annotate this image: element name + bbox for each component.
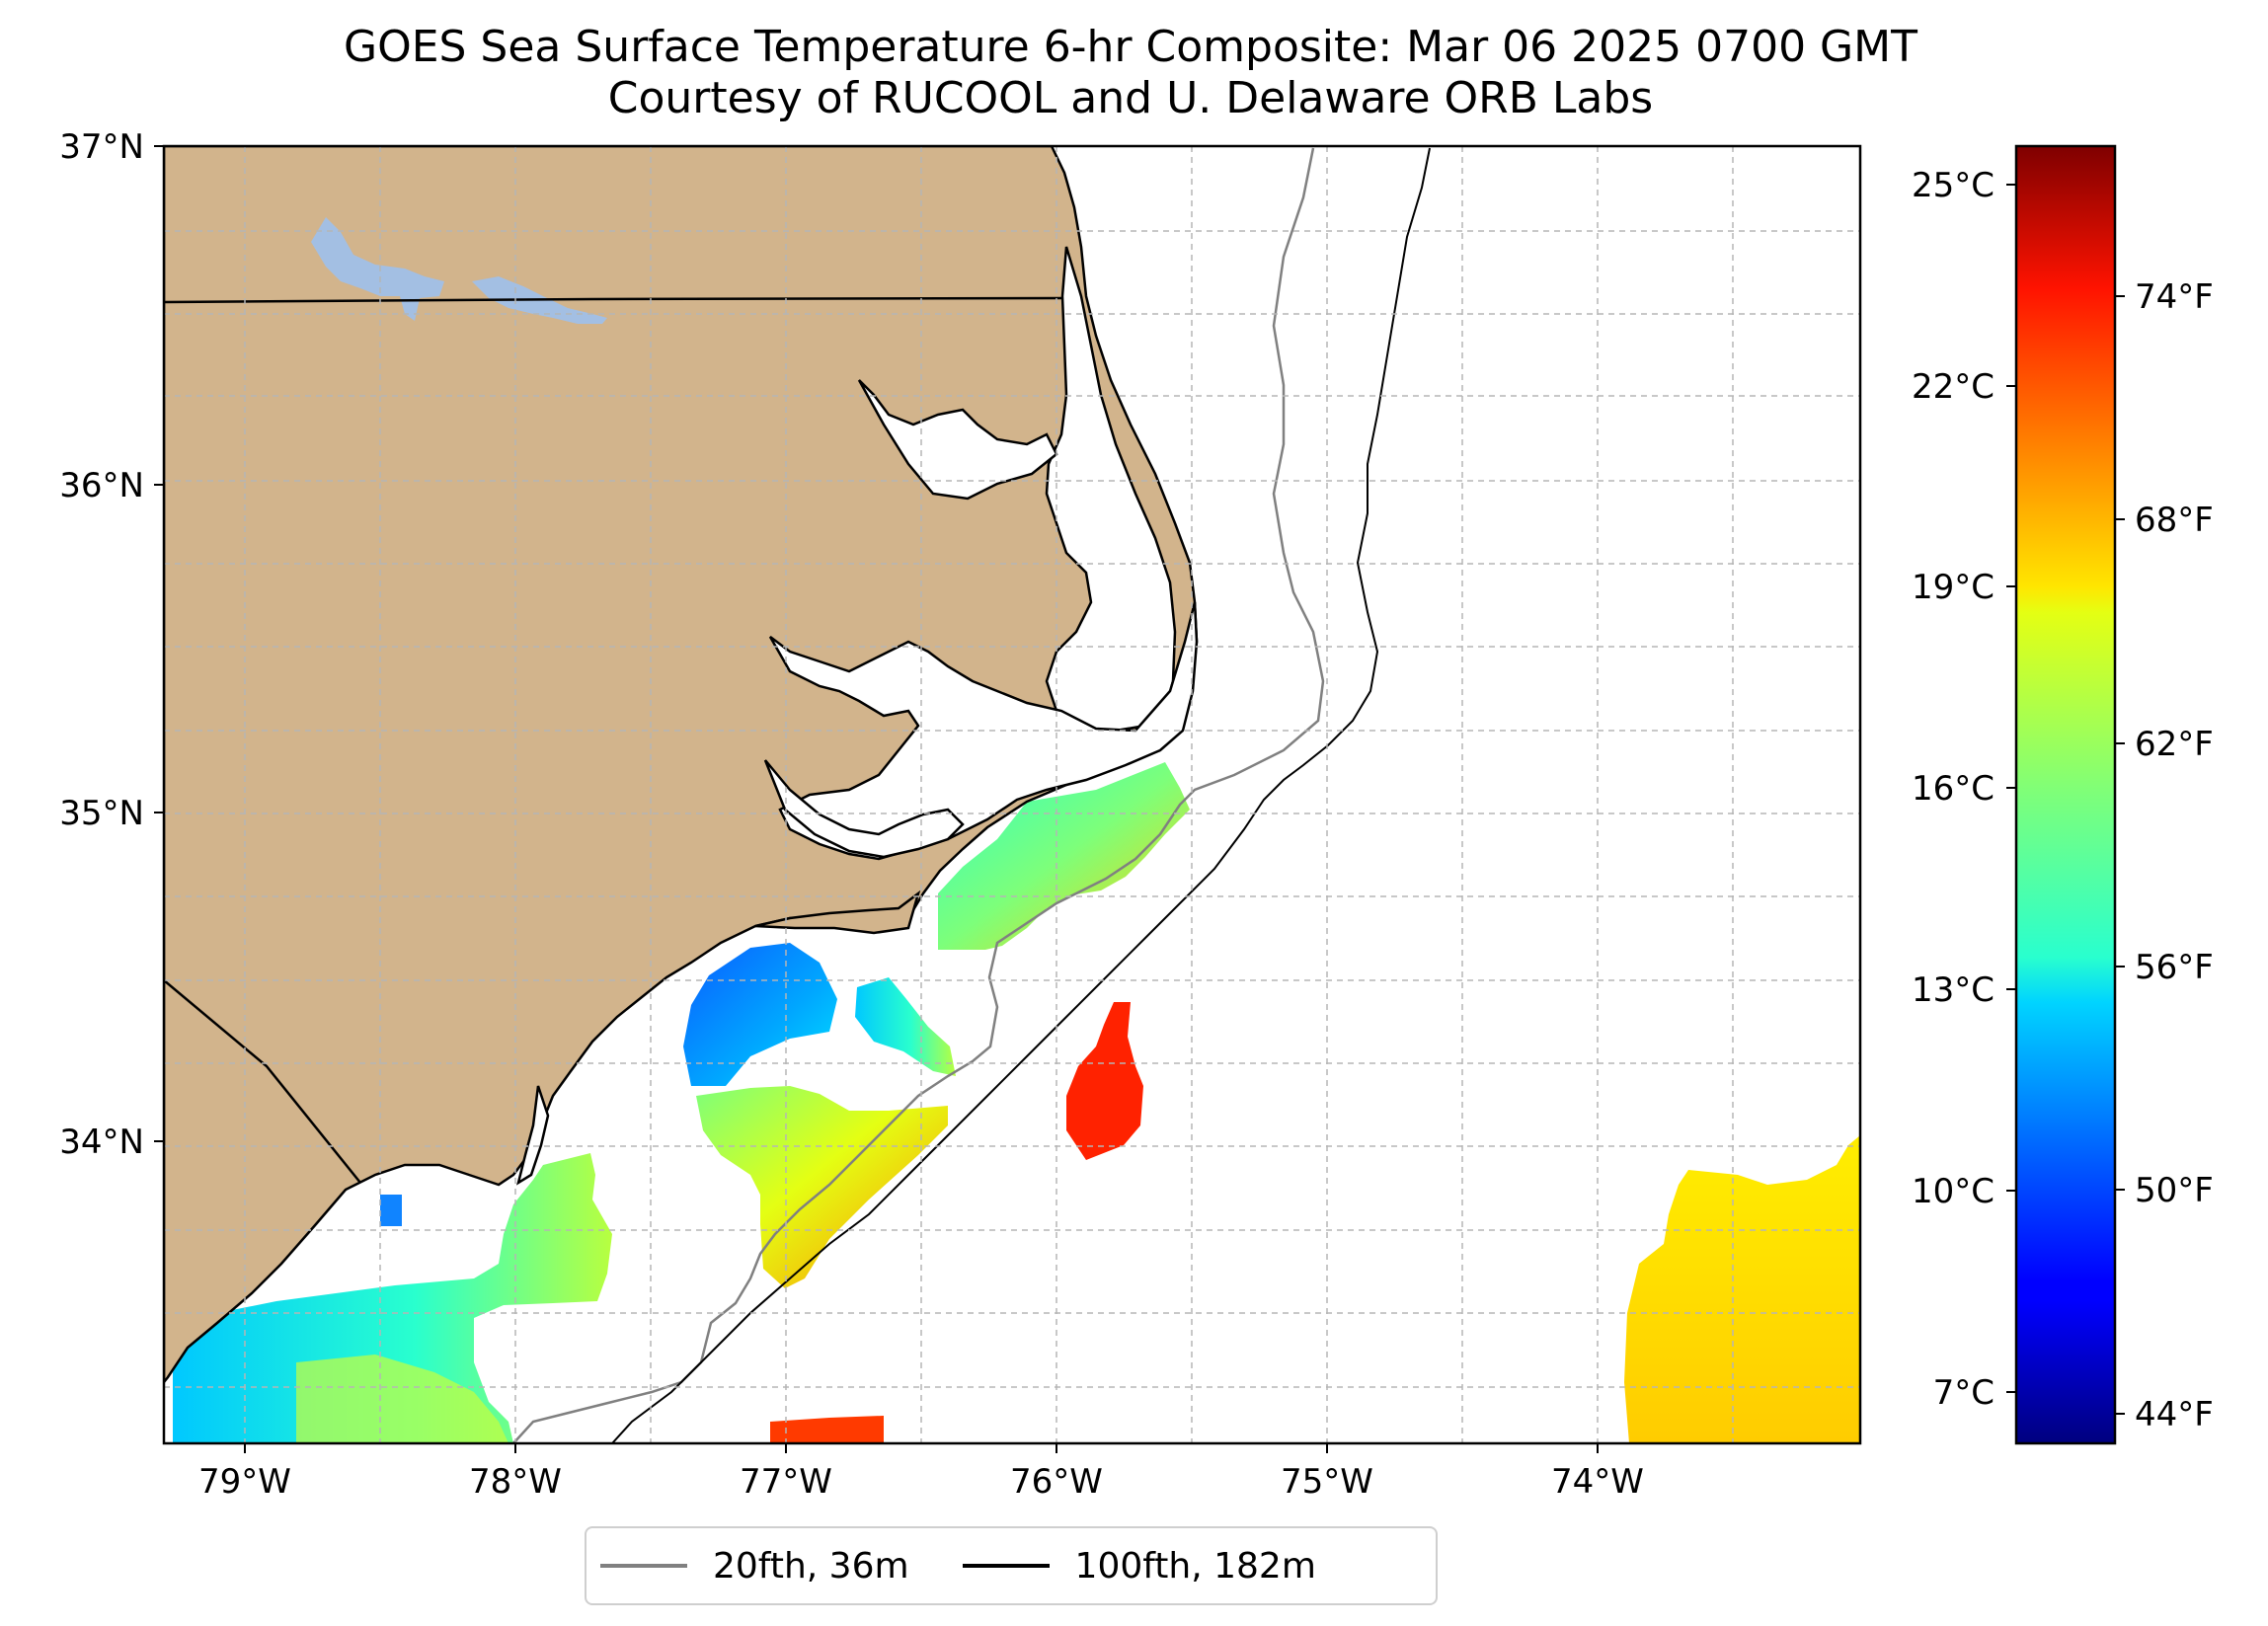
lon-label-79w: 79°W xyxy=(198,1462,291,1502)
legend-swatch-20fth xyxy=(600,1564,687,1568)
lon-label-76w: 76°W xyxy=(1010,1462,1103,1502)
water-neuse-river xyxy=(763,759,965,859)
cbar-f-68: 68°F xyxy=(2135,501,2214,540)
cbar-f-62: 62°F xyxy=(2135,725,2214,764)
chart-title: GOES Sea Surface Temperature 6-hr Compos… xyxy=(0,22,2268,124)
sst-patch-northeast xyxy=(938,762,1190,950)
sst-patch-cyan-small xyxy=(855,977,956,1076)
sst-patch-cape-fear-warm xyxy=(296,1355,508,1443)
cbar-c-16: 16°C xyxy=(1912,769,1994,809)
legend-label-100fth: 100fth, 182m xyxy=(1074,1545,1316,1587)
legend-item-100fth: 100fth, 182m xyxy=(949,1546,1316,1587)
sst-patch-green-orange xyxy=(696,1086,948,1288)
cbar-f-50: 50°F xyxy=(2135,1171,2214,1210)
lon-label-74w: 74°W xyxy=(1551,1462,1644,1502)
cbar-c-25: 25°C xyxy=(1912,166,1994,205)
lat-label-36n: 36°N xyxy=(59,466,144,505)
lon-label-78w: 78°W xyxy=(469,1462,562,1502)
cbar-f-74: 74°F xyxy=(2135,277,2214,317)
sst-patch-red-offshore xyxy=(1066,1002,1143,1160)
sst-patch-blue-onslow xyxy=(683,943,837,1086)
sst-patch-red-south xyxy=(770,1416,884,1443)
gridlines xyxy=(164,146,1860,1443)
axis-ticks xyxy=(154,145,1599,1453)
water-cape-fear-river xyxy=(516,1085,550,1186)
cbar-c-19: 19°C xyxy=(1912,568,1994,607)
lon-label-75w: 75°W xyxy=(1281,1462,1373,1502)
isobath-20fth xyxy=(512,147,1325,1443)
legend-label-20fth: 20fth, 36m xyxy=(713,1545,909,1587)
isobath-100fth xyxy=(611,147,1431,1443)
state-border-va-nc xyxy=(164,296,1062,304)
barrier-island-lookout xyxy=(754,890,921,935)
cbar-c-22: 22°C xyxy=(1912,367,1994,407)
legend: 20fth, 36m 100fth, 182m xyxy=(585,1526,1438,1605)
legend-item-20fth: 20fth, 36m xyxy=(587,1546,909,1587)
lon-label-77w: 77°W xyxy=(740,1462,832,1502)
cbar-c-13: 13°C xyxy=(1912,970,1994,1010)
lake-kerr xyxy=(311,217,444,321)
legend-swatch-100fth xyxy=(962,1564,1050,1568)
cbar-f-44: 44°F xyxy=(2135,1395,2214,1434)
plot-frame xyxy=(162,144,1862,1445)
lat-label-34n: 34°N xyxy=(59,1123,144,1162)
lat-label-35n: 35°N xyxy=(59,794,144,833)
sst-patch-cape-fear xyxy=(173,1153,612,1443)
colorbar-ticks xyxy=(2006,184,2125,1415)
cbar-c-10: 10°C xyxy=(1912,1172,1994,1211)
water-albemarle-sound xyxy=(857,379,1058,501)
cbar-c-7: 7°C xyxy=(1933,1373,1994,1413)
colorbar xyxy=(2014,144,2117,1445)
state-border-nc-sc xyxy=(164,979,361,1184)
sst-patch-gulf-stream-yellow xyxy=(1624,1135,1860,1443)
lat-label-37n: 37°N xyxy=(59,127,144,167)
title-line-2: Courtesy of RUCOOL and U. Delaware ORB L… xyxy=(607,73,1654,123)
sst-patch-blue-square xyxy=(380,1195,402,1226)
cbar-f-56: 56°F xyxy=(2135,948,2214,987)
title-line-1: GOES Sea Surface Temperature 6-hr Compos… xyxy=(343,22,1917,72)
